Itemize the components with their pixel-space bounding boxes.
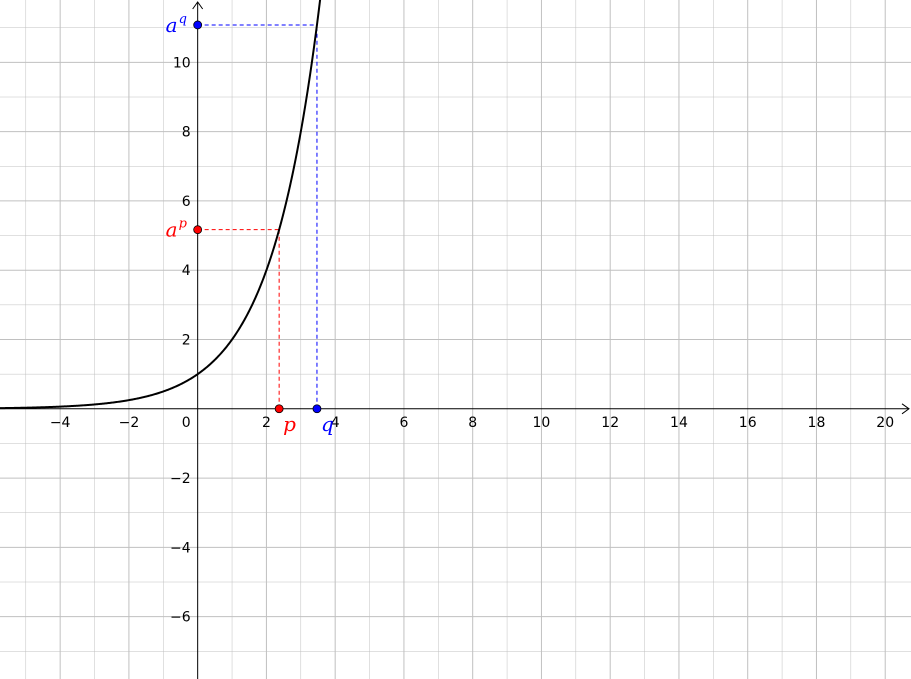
x-tick-label: 6 — [399, 415, 408, 431]
y-tick-label: 8 — [182, 125, 191, 141]
x-tick-label: 4 — [331, 415, 340, 431]
x-axis-arrow — [901, 403, 910, 415]
x-tick-label: 10 — [533, 415, 551, 431]
x-tick-label: −4 — [50, 415, 71, 431]
x-tick-label: 18 — [808, 415, 826, 431]
y-tick-label: −4 — [170, 540, 191, 556]
exponential-curve[interactable] — [0, 0, 322, 410]
x-tick-label: −2 — [119, 415, 140, 431]
y-tick-label: 2 — [182, 333, 191, 349]
x-tick-label: 16 — [739, 415, 757, 431]
points — [193, 20, 322, 414]
guide-lines — [197, 24, 318, 409]
x-tick-label: 2 — [262, 415, 271, 431]
label-p: p — [283, 412, 296, 436]
x-tick-label: 8 — [468, 415, 477, 431]
y-tick-label: −6 — [170, 610, 191, 626]
label-aq: aq — [166, 12, 187, 37]
y-tick-label: 4 — [182, 263, 191, 279]
point-p[interactable] — [274, 404, 284, 414]
x-tick-label: 14 — [670, 415, 688, 431]
label-q: q — [321, 412, 334, 436]
label-ap: ap — [166, 217, 188, 242]
y-axis-arrow — [192, 1, 204, 10]
origin-label: 0 — [182, 415, 191, 431]
y-tick-label: −2 — [170, 471, 191, 487]
y-tick-label: 10 — [173, 55, 191, 71]
x-tick-label: 20 — [876, 415, 894, 431]
point-labels: p q ap aq — [166, 12, 334, 436]
tick-labels: −4 −2 2 4 6 8 10 12 14 16 18 20 −6 −4 −2 2 4 6 8 10 0 — [50, 55, 894, 625]
y-tick-label: 6 — [182, 194, 191, 210]
x-tick-label: 12 — [601, 415, 619, 431]
point-ap[interactable] — [193, 225, 203, 235]
point-q[interactable] — [312, 404, 322, 414]
point-aq[interactable] — [193, 20, 203, 30]
